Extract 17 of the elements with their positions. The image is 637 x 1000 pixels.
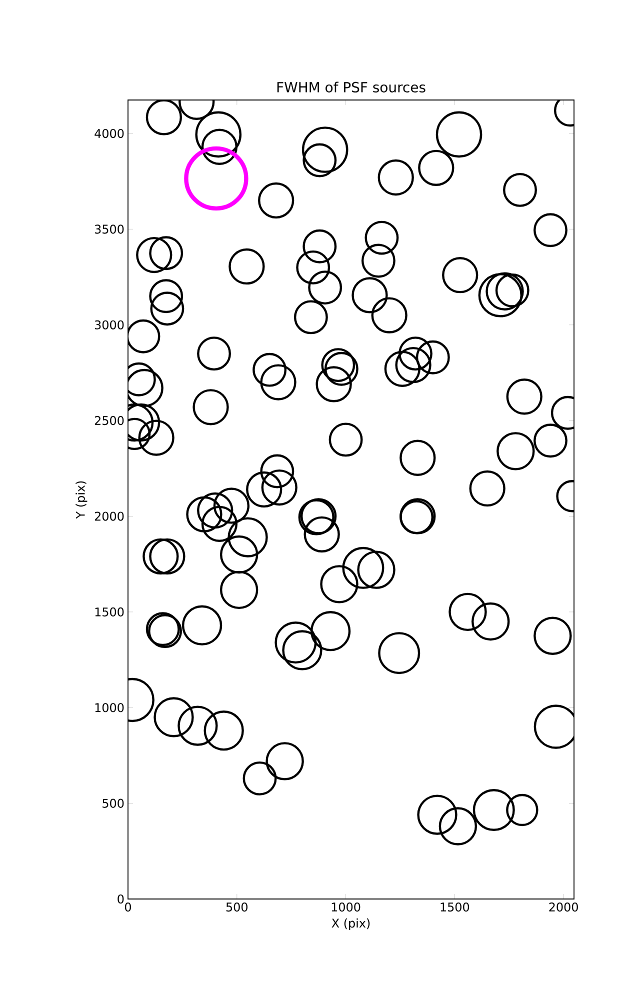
chart-title: FWHM of PSF sources (277, 82, 426, 92)
y-tick-label: 1000 (95, 703, 124, 712)
y-tick-label: 2500 (94, 416, 124, 426)
x-tick-label: 0 (124, 902, 132, 912)
y-tick-label: 3000 (94, 320, 124, 330)
x-tick-label: 500 (226, 902, 248, 912)
y-tick-label: 500 (102, 798, 124, 808)
y-tick-label: 0 (118, 894, 124, 904)
x-tick-label: 1000 (332, 902, 360, 912)
y-tick-label: 2000 (94, 512, 124, 521)
y-tick-label: 3500 (94, 224, 124, 234)
x-tick-label: 2000 (549, 902, 578, 912)
x-axis-title: X (pix) (332, 918, 370, 930)
y-axis-title: Y (pix) (76, 481, 88, 519)
x-tick-label: 1500 (440, 902, 470, 912)
y-tick-label: 1500 (95, 607, 124, 616)
y-tick-label: 4000 (94, 128, 124, 138)
